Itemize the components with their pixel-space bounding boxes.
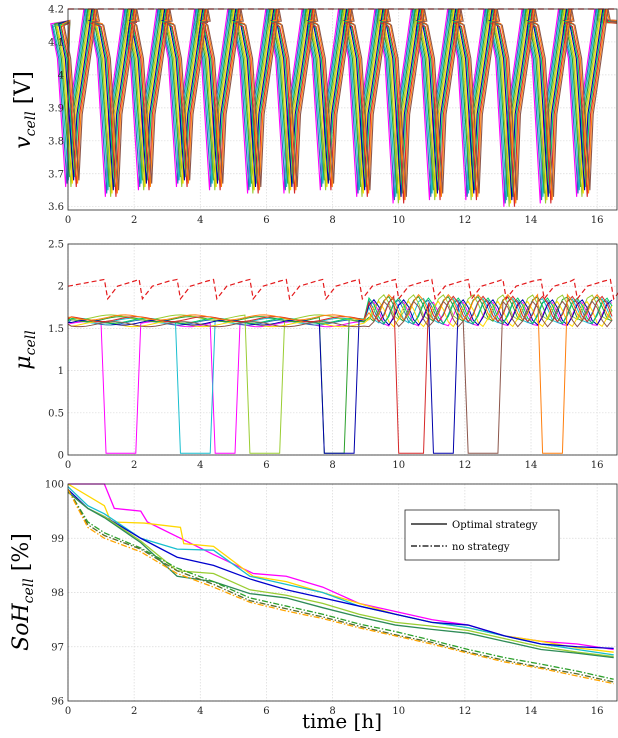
vcell-series-line <box>52 8 618 201</box>
vcell-series-line <box>63 8 618 201</box>
soh-series-dashdot <box>67 489 614 680</box>
series-sohcell <box>67 483 614 685</box>
x-tick-label: 16 <box>591 215 604 226</box>
soh-series-solid <box>67 491 614 659</box>
x-tick-label: 6 <box>263 706 269 717</box>
x-tick-label: 14 <box>525 706 538 717</box>
soh-series-solid <box>67 488 614 650</box>
y-tick-label: 1.5 <box>48 324 64 335</box>
series-vcell <box>50 8 618 207</box>
mucell-series-line <box>67 300 613 328</box>
legend: Optimal strategy no strategy <box>404 509 560 561</box>
y-tick-label: 4.2 <box>48 5 64 16</box>
x-tick-label: 0 <box>65 215 71 226</box>
x-tick-label: 14 <box>525 215 538 226</box>
vcell-series-line <box>62 8 618 204</box>
x-tick-label: 8 <box>329 215 335 226</box>
frame-mucell <box>67 243 618 456</box>
y-tick-label: 3.6 <box>48 202 64 213</box>
mu-limit-line <box>67 278 618 301</box>
x-tick-label: 10 <box>392 460 405 471</box>
y-tick-label: 2 <box>58 282 64 293</box>
x-tick-label: 4 <box>197 460 203 471</box>
y-tick-label: 99 <box>51 534 64 545</box>
ylabel-sohcell: SoHcell [%] <box>9 533 37 651</box>
vcell-series-line <box>54 8 618 197</box>
x-tick-label: 0 <box>65 460 71 471</box>
y-tick-label: 97 <box>51 642 64 653</box>
axes-mucell <box>68 244 617 455</box>
y-tick-label: 0.5 <box>48 408 64 419</box>
soh-series-dashdot <box>67 489 614 685</box>
vcell-series-line <box>56 8 618 204</box>
y-tick-label: 98 <box>51 588 64 599</box>
vcell-series-line <box>58 8 618 201</box>
panel-mucell: 0 2 4 6 8 10 12 14 16 0 0.5 1 1.5 2 2.5 μcell <box>11 240 618 472</box>
x-tick-label: 0 <box>65 706 71 717</box>
x-tick-label: 12 <box>459 215 472 226</box>
legend-label-no-strategy: no strategy <box>452 542 510 553</box>
ticks-sohcell: 0 2 4 6 8 10 12 14 16 96 97 98 99 100 <box>45 480 604 718</box>
x-tick-label: 4 <box>197 215 203 226</box>
x-tick-label: 12 <box>459 706 472 717</box>
x-tick-label: 10 <box>392 706 405 717</box>
frame-vcell <box>67 8 618 211</box>
frame-sohcell <box>67 483 618 702</box>
x-tick-label: 2 <box>131 706 137 717</box>
x-tick-label: 16 <box>591 706 604 717</box>
vcell-series-line <box>60 8 618 207</box>
x-tick-label: 4 <box>197 706 203 717</box>
ticks-vcell: 0 2 4 6 8 10 12 14 16 3.6 3.7 3.8 3.9 4 4.1 4.2 <box>48 5 603 227</box>
soh-series-solid <box>67 491 614 658</box>
y-tick-label: 4.1 <box>48 37 64 48</box>
y-tick-label: 96 <box>51 697 64 708</box>
vcell-series-line <box>50 8 618 207</box>
y-tick-label: 2.5 <box>48 240 64 251</box>
x-tick-label: 2 <box>131 215 137 226</box>
x-tick-label: 14 <box>525 460 538 471</box>
y-tick-label: 100 <box>45 480 64 491</box>
x-tick-label: 8 <box>329 706 335 717</box>
x-tick-label: 16 <box>591 460 604 471</box>
soh-series-dashdot <box>67 489 614 683</box>
x-tick-label: 6 <box>263 460 269 471</box>
vcell-series-line <box>59 8 618 197</box>
ticks-mucell: 0 2 4 6 8 10 12 14 16 0 0.5 1 1.5 2 2.5 <box>48 240 603 472</box>
legend-label-optimal: Optimal strategy <box>452 520 538 531</box>
panel-sohcell: 0 2 4 6 8 10 12 14 16 96 97 98 99 100 SoHcell [%] tim… <box>9 480 618 733</box>
y-tick-label: 3.8 <box>48 136 64 147</box>
y-tick-label: 3.9 <box>48 103 64 114</box>
x-tick-label: 6 <box>263 215 269 226</box>
series-mucell <box>67 278 618 454</box>
y-tick-label: 3.7 <box>48 169 64 180</box>
y-tick-label: 0 <box>58 451 64 462</box>
ylabel-vcell: vcell [V] <box>11 71 39 149</box>
x-tick-label: 10 <box>392 215 405 226</box>
mucell-series-line <box>67 294 613 454</box>
ylabel-mucell: μcell <box>11 330 39 369</box>
legend-box <box>404 509 560 561</box>
vcell-series-line <box>51 8 618 204</box>
mucell-series-line <box>67 300 613 454</box>
vcell-series-line <box>55 8 618 207</box>
x-tick-label: 12 <box>459 460 472 471</box>
x-tick-label: 8 <box>329 460 335 471</box>
panel-vcell: 0 2 4 6 8 10 12 14 16 3.6 3.7 3.8 3.9 4 4.1 4.2 vcell [… <box>11 5 618 227</box>
mucell-series-line <box>67 293 613 454</box>
y-tick-label: 4 <box>58 70 64 81</box>
x-tick-label: 2 <box>131 460 137 471</box>
y-tick-label: 1 <box>58 366 64 377</box>
xlabel-time: time [h] <box>302 709 382 733</box>
